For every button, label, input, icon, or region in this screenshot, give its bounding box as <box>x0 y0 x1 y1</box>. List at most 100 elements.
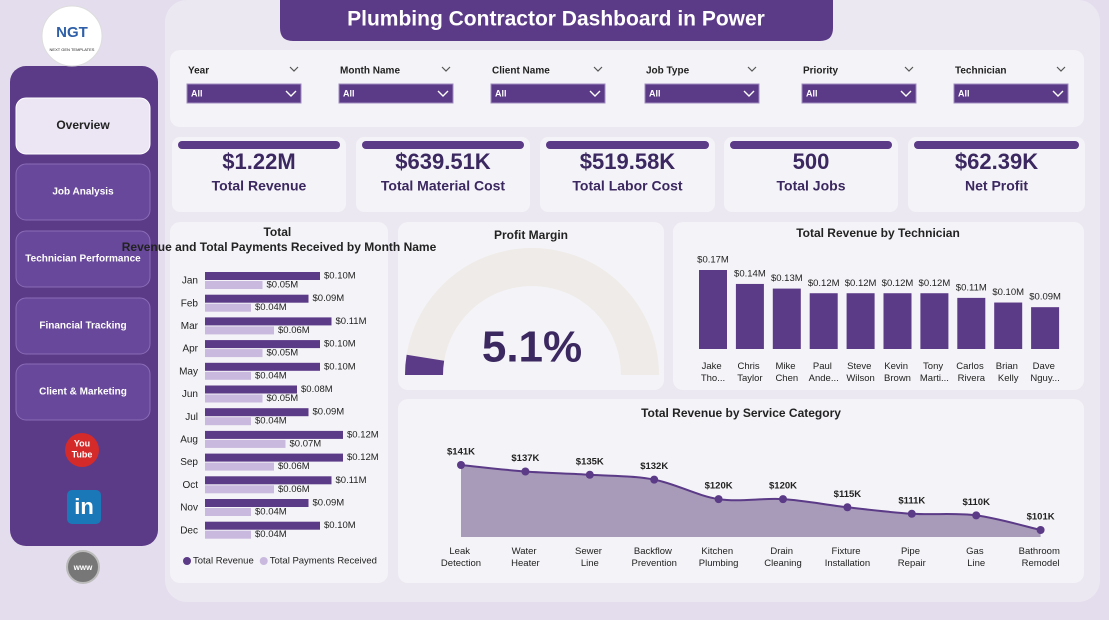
nav-button[interactable] <box>15 297 151 355</box>
dropdown[interactable] <box>953 83 1069 104</box>
nav-button[interactable] <box>15 97 151 155</box>
filter-panel <box>170 50 1084 127</box>
legend-label: Total Revenue <box>193 556 254 567</box>
data-label: $135K <box>576 456 604 467</box>
data-label: $0.12M <box>882 278 914 289</box>
data-label: $0.09M <box>313 293 345 304</box>
chart-title: Total Revenue and Total Payments Receive… <box>122 225 437 254</box>
nav-label[interactable]: Job Analysis <box>52 187 114 198</box>
y-tick-label: Jun <box>182 389 198 400</box>
nav-button[interactable] <box>15 163 151 221</box>
dropdown-value[interactable]: All <box>958 88 970 98</box>
data-label: $115K <box>834 489 862 500</box>
nav-label[interactable]: Technician Performance <box>25 254 141 265</box>
chart-title: Profit Margin <box>494 228 568 242</box>
chevron <box>747 66 757 72</box>
dropdown[interactable] <box>644 83 760 104</box>
data-label: $0.06M <box>278 484 310 495</box>
nav-label[interactable]: Client & Marketing <box>39 387 127 398</box>
data-label: $0.11M <box>336 316 367 327</box>
point <box>972 511 981 520</box>
title-banner <box>280 0 833 41</box>
legend-marker <box>183 557 191 565</box>
x-tick-label: Sewer Line <box>575 546 605 569</box>
bar <box>205 303 251 312</box>
chevron <box>904 66 914 72</box>
dropdown[interactable] <box>186 83 302 104</box>
filter-label: Job Type <box>646 66 690 77</box>
nav-button[interactable] <box>15 230 151 288</box>
chevron <box>743 90 755 97</box>
bar <box>205 371 251 380</box>
line <box>460 464 1041 531</box>
dropdown-value[interactable]: All <box>495 88 507 98</box>
linkedin-icon[interactable] <box>67 490 101 524</box>
dropdown[interactable] <box>338 83 454 104</box>
point <box>843 503 852 512</box>
data-label: $0.04M <box>255 416 287 427</box>
data-label: $0.04M <box>255 529 287 540</box>
title: Plumbing Contractor Dashboard in Power <box>347 8 765 31</box>
panel <box>398 222 664 390</box>
area <box>461 465 1041 537</box>
y-tick-label: Nov <box>180 503 198 514</box>
gauge-track <box>405 248 659 375</box>
bar <box>846 293 875 349</box>
kpi-accent <box>730 141 892 149</box>
dropdown-value[interactable]: All <box>649 88 661 98</box>
bar <box>205 417 251 426</box>
kpi-value: $639.51K <box>395 149 491 174</box>
bar <box>883 293 912 349</box>
data-label: $111K <box>898 495 925 506</box>
nav-label[interactable]: Financial Tracking <box>39 321 126 332</box>
data-label: $120K <box>769 481 797 492</box>
nav-label[interactable]: Overview <box>56 118 110 132</box>
bar <box>205 521 320 530</box>
data-label: $0.05M <box>267 393 299 404</box>
filter-label: Priority <box>803 66 838 77</box>
chevron <box>589 90 601 97</box>
bar <box>205 385 297 394</box>
x-tick-label: Kevin Brown <box>884 361 911 384</box>
x-tick-label: Water Heater <box>511 546 540 569</box>
kpi-value: $519.58K <box>580 149 676 174</box>
kpi-label: Total Material Cost <box>381 178 506 194</box>
dropdown[interactable] <box>490 83 606 104</box>
x-tick-label: Bathroom Remodel <box>1019 546 1063 569</box>
data-label: $0.12M <box>808 278 840 289</box>
logo-text: NGT <box>56 24 88 41</box>
youtube-icon[interactable] <box>65 433 99 467</box>
bar <box>205 430 343 439</box>
data-label: $0.04M <box>255 507 287 518</box>
data-label: $0.09M <box>313 407 345 418</box>
filter-label: Month Name <box>340 66 400 77</box>
bar <box>205 281 263 289</box>
kpi-label: Total Labor Cost <box>572 178 683 194</box>
chevron <box>593 66 603 72</box>
dropdown-value[interactable]: All <box>343 88 355 98</box>
filter-label: Year <box>188 66 209 77</box>
web-icon[interactable] <box>66 550 100 584</box>
bar <box>699 270 727 349</box>
legend-label: Total Payments Received <box>270 556 377 567</box>
dropdown-value[interactable]: All <box>191 88 203 98</box>
linkedin-label: in <box>74 494 94 519</box>
data-label: $0.05M <box>267 280 299 291</box>
dropdown[interactable] <box>801 83 917 104</box>
x-tick-label: Backflow Prevention <box>631 546 676 569</box>
data-label: $0.11M <box>336 475 367 486</box>
dropdown-value[interactable]: All <box>806 88 818 98</box>
chevron <box>285 90 297 97</box>
data-label: $0.06M <box>278 461 310 472</box>
nav-button[interactable] <box>15 363 151 421</box>
bar <box>772 288 801 349</box>
panel <box>673 222 1084 390</box>
bar <box>205 476 332 485</box>
point <box>457 461 465 469</box>
x-tick-label: Fixture Installation <box>825 546 870 569</box>
chevron <box>441 66 451 72</box>
x-tick-label: Leak Detection <box>441 546 481 569</box>
data-label: $0.11M <box>956 282 987 293</box>
logo-subtitle: NEXT GEN TEMPLATES <box>50 47 95 52</box>
